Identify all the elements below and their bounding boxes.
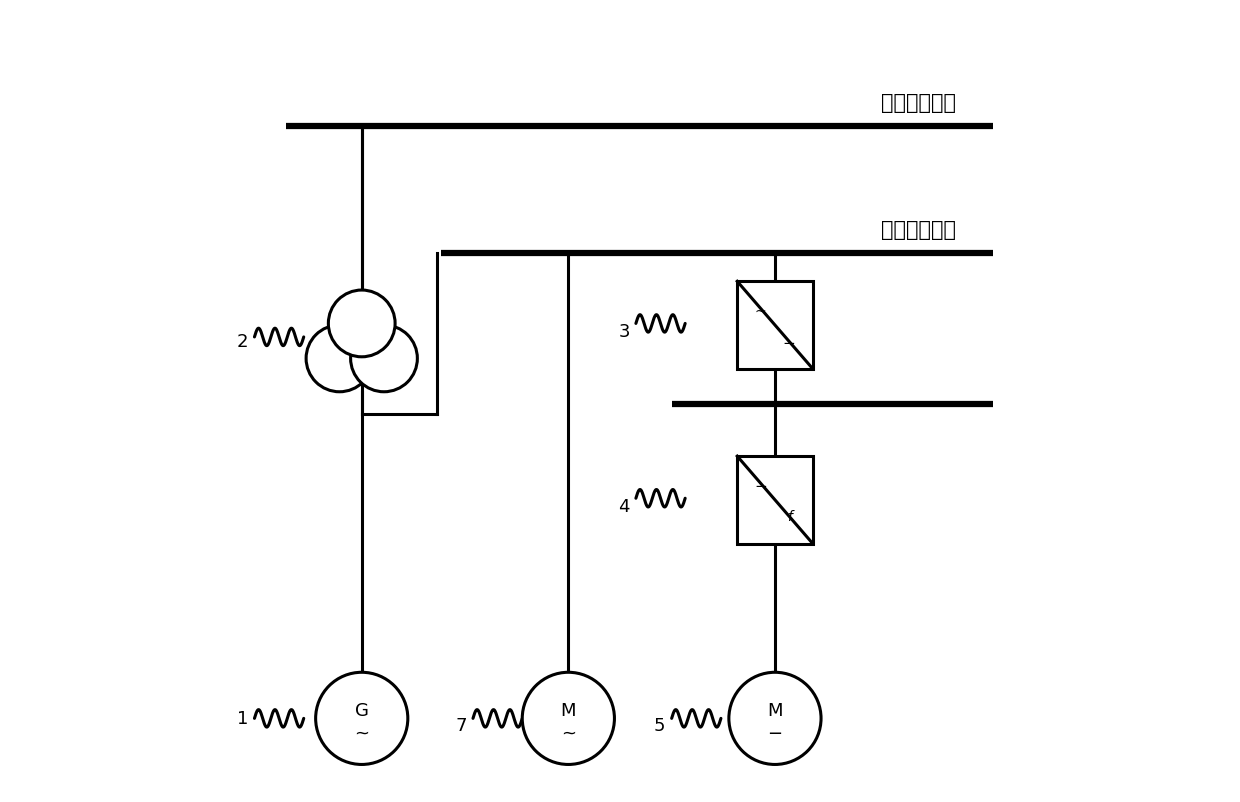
Circle shape	[522, 672, 615, 764]
Text: 厂内交流电网: 厂内交流电网	[880, 220, 956, 240]
Text: M: M	[768, 702, 782, 719]
Polygon shape	[738, 456, 812, 544]
Text: 4: 4	[619, 497, 630, 516]
Polygon shape	[738, 282, 812, 369]
Text: −: −	[782, 335, 796, 350]
Text: −: −	[754, 479, 768, 493]
Circle shape	[351, 326, 418, 392]
Circle shape	[329, 290, 396, 358]
Text: 5: 5	[653, 716, 666, 734]
Text: 2: 2	[237, 333, 248, 350]
Text: M: M	[560, 702, 577, 719]
Text: ~: ~	[755, 304, 766, 318]
Circle shape	[316, 672, 408, 764]
Text: ~: ~	[560, 723, 575, 742]
Text: 7: 7	[455, 716, 466, 734]
Circle shape	[729, 672, 821, 764]
Text: 3: 3	[619, 323, 630, 341]
Circle shape	[306, 326, 373, 392]
Text: G: G	[355, 702, 368, 719]
Text: f: f	[787, 509, 791, 523]
Text: 厂外交流电网: 厂外交流电网	[880, 93, 956, 113]
Text: 1: 1	[237, 710, 248, 727]
Text: ~: ~	[355, 723, 370, 742]
Text: −: −	[768, 723, 782, 742]
